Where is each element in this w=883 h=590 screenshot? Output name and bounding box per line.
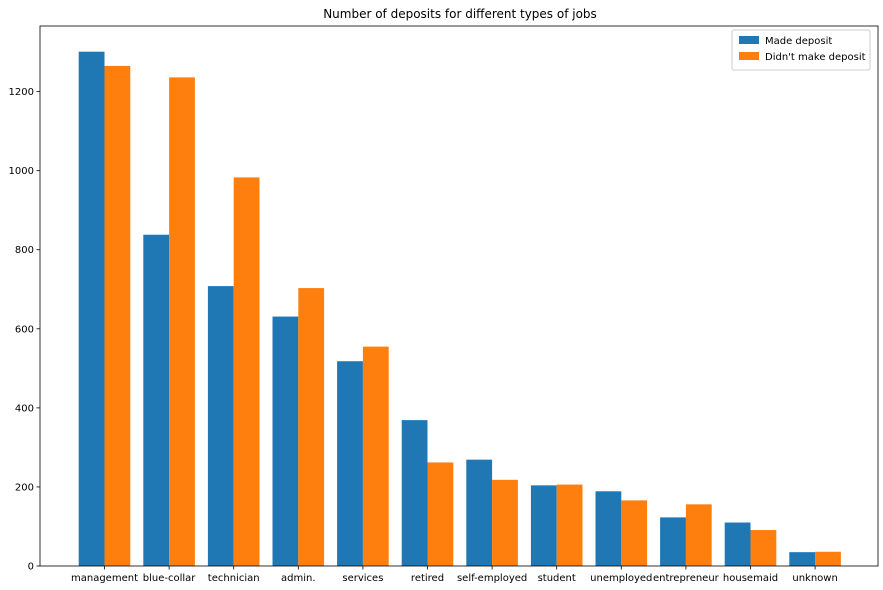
bar-made-deposit-services	[337, 361, 363, 566]
legend-swatch-didnt-make-deposit	[739, 52, 759, 60]
y-tick-label: 0	[28, 562, 34, 573]
legend: Made deposit Didn't make deposit	[731, 29, 871, 71]
x-tick-label: unknown	[792, 573, 837, 584]
y-tick-label: 800	[15, 245, 34, 256]
bar-made-deposit-unknown	[789, 552, 816, 566]
bar-didnt-make-deposit-management	[104, 65, 131, 567]
legend-label-didnt-make-deposit: Didn't make deposit	[765, 52, 866, 63]
bar-made-deposit-housemaid	[724, 522, 751, 566]
x-tick-label: retired	[411, 573, 444, 584]
y-axis: 0 200 400 600 800 1000 1200	[9, 87, 40, 573]
bar-didnt-make-deposit-admin	[298, 288, 325, 566]
bar-made-deposit-self-employed	[466, 459, 493, 566]
bar-made-deposit-technician	[207, 286, 234, 566]
x-tick-label: self-employed	[457, 573, 527, 584]
x-tick-label: admin.	[281, 573, 316, 584]
legend-box	[731, 29, 871, 71]
bar-didnt-make-deposit-services	[362, 346, 389, 566]
bar-made-deposit-admin	[272, 316, 299, 566]
bars-group	[78, 51, 841, 567]
y-tick-label: 400	[15, 403, 34, 414]
bar-didnt-make-deposit-unemployed	[621, 500, 648, 566]
y-tick-label: 200	[15, 482, 34, 493]
bar-didnt-make-deposit-unknown	[815, 551, 841, 566]
x-tick-label: unemployed	[590, 573, 652, 584]
bar-didnt-make-deposit-self-employed	[492, 479, 518, 566]
bar-didnt-make-deposit-blue-collar	[169, 77, 195, 566]
chart-title: Number of deposits for different types o…	[323, 7, 597, 21]
x-tick-label: management	[71, 573, 138, 584]
bar-made-deposit-unemployed	[595, 491, 622, 566]
x-tick-label: blue-collar	[143, 573, 197, 584]
legend-label-made-deposit: Made deposit	[765, 36, 832, 47]
bar-didnt-make-deposit-housemaid	[750, 530, 777, 566]
bar-made-deposit-student	[530, 485, 557, 566]
bar-didnt-make-deposit-student	[556, 484, 583, 566]
bar-made-deposit-blue-collar	[143, 234, 170, 567]
y-tick-label: 600	[15, 324, 34, 335]
bar-didnt-make-deposit-retired	[427, 462, 454, 566]
x-tick-label: student	[538, 573, 576, 584]
x-tick-label: services	[342, 573, 383, 584]
x-tick-label: housemaid	[723, 573, 778, 584]
y-tick-label: 1000	[9, 166, 34, 177]
y-tick-label: 1200	[9, 87, 34, 98]
bar-made-deposit-entrepreneur	[660, 517, 686, 566]
bar-didnt-make-deposit-technician	[233, 177, 260, 566]
bar-didnt-make-deposit-entrepreneur	[685, 504, 712, 566]
bar-made-deposit-management	[78, 51, 105, 567]
legend-swatch-made-deposit	[739, 36, 759, 44]
x-tick-label: technician	[208, 573, 260, 584]
x-axis: management blue-collar technician admin. ser…	[71, 566, 838, 584]
bar-made-deposit-retired	[401, 420, 428, 566]
plot-frame	[39, 25, 879, 567]
x-tick-label: entrepreneur	[653, 573, 720, 584]
